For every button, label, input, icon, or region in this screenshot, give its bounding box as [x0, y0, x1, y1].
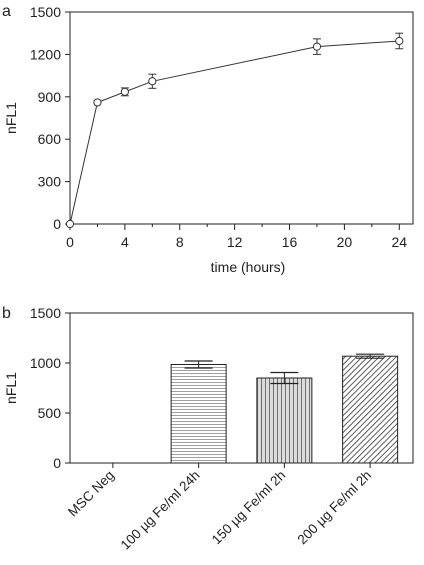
y-tick-label: 0 — [53, 455, 61, 471]
panel-a-label: a — [2, 3, 11, 20]
panel-b: b 0 500 1000 1500 MSC Neg 100 µg Fe/ml 24h 15… — [2, 305, 414, 553]
bar — [256, 377, 313, 464]
y-tick-label: 0 — [53, 216, 61, 232]
panel-b-frame — [69, 312, 414, 464]
panel-a-y-label: nFL1 — [3, 102, 19, 134]
y-tick-label: 500 — [38, 405, 62, 421]
panel-b-y-label: nFL1 — [3, 372, 19, 404]
panel-a: a 0 300 600 900 1200 1500 0 4 8 12 16 20 24 time (h… — [2, 3, 414, 275]
y-tick-label: 1000 — [30, 355, 61, 371]
y-tick-label: 600 — [38, 131, 62, 147]
category-label: 200 µg Fe/ml 2h — [294, 468, 374, 548]
data-point — [120, 87, 129, 96]
panel-a-x-axis: 0 4 8 12 16 20 24 — [66, 224, 407, 250]
data-point — [312, 42, 322, 51]
panel-a-series — [65, 32, 404, 229]
x-tick-label: 4 — [121, 234, 129, 250]
panel-a-x-label: time (hours) — [211, 259, 286, 275]
panel-b-bars — [170, 353, 399, 464]
data-point — [395, 36, 404, 46]
y-tick-label: 1200 — [30, 46, 61, 62]
data-point — [65, 219, 75, 229]
y-tick-label: 1500 — [30, 305, 61, 321]
category-label: MSC Neg — [65, 468, 117, 520]
x-tick-label: 8 — [176, 234, 184, 250]
x-tick-label: 0 — [66, 234, 74, 250]
x-tick-label: 24 — [391, 234, 407, 250]
panel-b-category-labels: MSC Neg 100 µg Fe/ml 24h 150 µg Fe/ml 2h 20… — [65, 463, 374, 553]
y-tick-label: 300 — [38, 174, 62, 190]
x-tick-label: 12 — [227, 234, 243, 250]
bar — [170, 364, 227, 464]
y-tick-label: 1500 — [30, 4, 61, 20]
y-tick-label: 900 — [38, 89, 62, 105]
x-tick-label: 16 — [282, 234, 298, 250]
data-point — [93, 98, 102, 107]
category-label: 150 µg Fe/ml 2h — [209, 468, 289, 548]
bar — [342, 355, 399, 464]
panel-b-label: b — [2, 305, 11, 322]
panel-a-y-axis: 0 300 600 900 1200 1500 — [30, 4, 70, 232]
series-line — [69, 40, 400, 225]
panel-a-frame — [69, 11, 414, 225]
x-tick-label: 20 — [337, 234, 353, 250]
category-label: 100 µg Fe/ml 24h — [118, 468, 203, 553]
panel-b-y-axis: 0 500 1000 1500 — [30, 305, 70, 471]
data-point — [148, 77, 157, 86]
